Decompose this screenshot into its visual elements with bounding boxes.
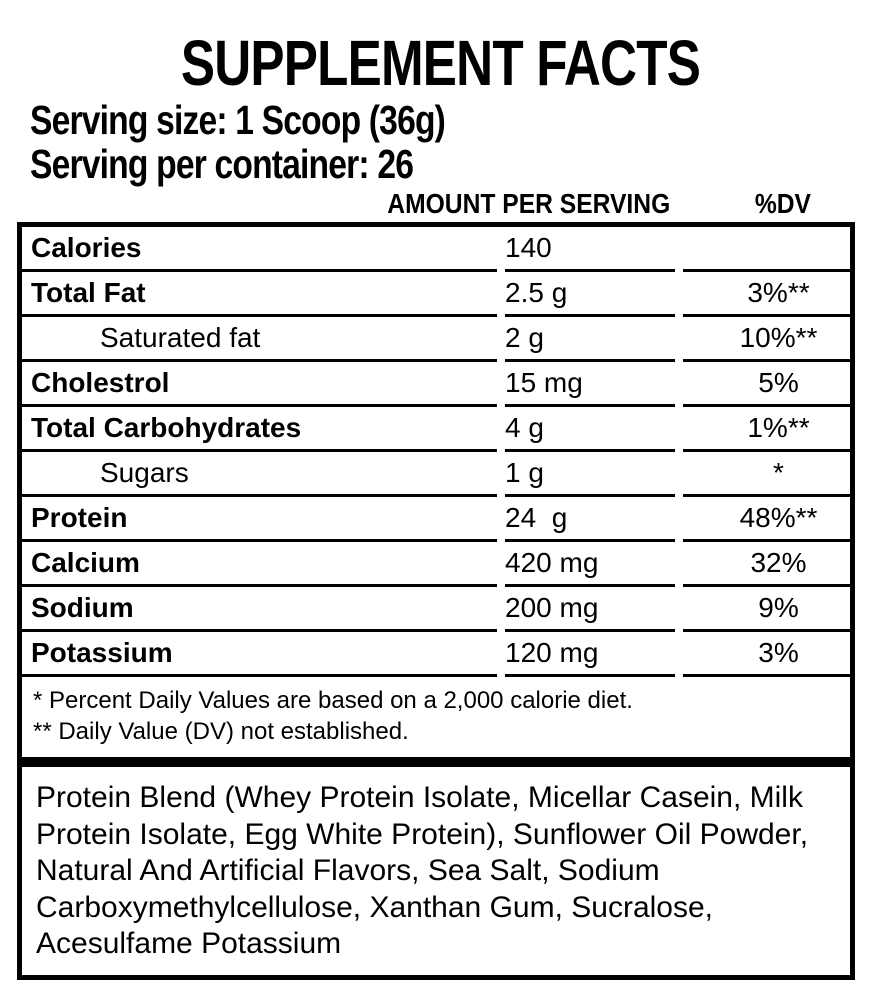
- amount-cell: 420 mg: [505, 542, 675, 587]
- nutrient-row: Potassium 120 mg 3%: [22, 632, 850, 677]
- nutrient-row: Total Carbohydrates 4 g 1%**: [22, 407, 850, 452]
- nutrient-name-cell: Sugars: [22, 452, 497, 497]
- nutrient-row: Calories 140: [22, 227, 850, 272]
- nutrition-facts-panel: Calories 140 Total Fat 2.5 g 3%** Satura…: [17, 222, 855, 762]
- servings-per-container-line: Serving per container: 26: [30, 142, 497, 186]
- dv-cell: 3%**: [683, 272, 850, 317]
- nutrient-name-cell: Protein: [22, 497, 497, 542]
- serving-size-text: Serving size: 1 Scoop (36g): [30, 97, 446, 143]
- dv-cell: 3%: [683, 632, 850, 677]
- dv-cell: 48%**: [683, 497, 850, 542]
- nutrient-row: Cholestrol 15 mg 5%: [22, 362, 850, 407]
- amount-cell: 24 g: [505, 497, 675, 542]
- amount-cell: 200 mg: [505, 587, 675, 632]
- dv-cell: 5%: [683, 362, 850, 407]
- nutrient-row: Protein 24 g 48%**: [22, 497, 850, 542]
- footnote-double-asterisk: ** Daily Value (DV) not established.: [33, 718, 409, 745]
- page-title: SUPPLEMENT FACTS: [180, 27, 700, 99]
- nutrient-name-cell: Total Fat: [22, 272, 497, 317]
- dv-cell: [683, 227, 850, 272]
- nutrient-row: Total Fat 2.5 g 3%**: [22, 272, 850, 317]
- nutrient-name-cell: Calcium: [22, 542, 497, 587]
- dv-cell: 9%: [683, 587, 850, 632]
- dv-cell: *: [683, 452, 850, 497]
- nutrient-row: Sugars 1 g *: [22, 452, 850, 497]
- amount-cell: 15 mg: [505, 362, 675, 407]
- footnote-asterisk: * Percent Daily Values are based on a 2,…: [33, 687, 633, 714]
- nutrient-name-cell: Sodium: [22, 587, 497, 632]
- amount-cell: 2 g: [505, 317, 675, 362]
- dv-cell: 32%: [683, 542, 850, 587]
- amount-per-serving-header-text: AMOUNT PER SERVING: [387, 188, 671, 219]
- dv-cell: 1%**: [683, 407, 850, 452]
- nutrient-row: Calcium 420 mg 32%: [22, 542, 850, 587]
- nutrient-rows: Calories 140 Total Fat 2.5 g 3%** Satura…: [22, 227, 850, 677]
- servings-per-container-text: Serving per container: 26: [30, 141, 414, 187]
- amount-cell: 140: [505, 227, 675, 272]
- dv-header-text: %DV: [754, 188, 812, 219]
- amount-cell: 1 g: [505, 452, 675, 497]
- serving-size-line: Serving size: 1 Scoop (36g): [30, 98, 536, 142]
- amount-per-serving-header: AMOUNT PER SERVING: [368, 188, 671, 219]
- nutrient-row: Saturated fat 2 g 10%**: [22, 317, 850, 362]
- title-band: SUPPLEMENT FACTS: [0, 30, 880, 96]
- footnotes: * Percent Daily Values are based on a 2,…: [22, 677, 850, 747]
- ingredients-panel: Protein Blend (Whey Protein Isolate, Mic…: [17, 762, 855, 980]
- nutrient-name-cell: Potassium: [22, 632, 497, 677]
- amount-cell: 2.5 g: [505, 272, 675, 317]
- nutrient-name-cell: Total Carbohydrates: [22, 407, 497, 452]
- ingredients-text: Protein Blend (Whey Protein Isolate, Mic…: [36, 781, 809, 960]
- dv-header: %DV: [713, 189, 853, 219]
- nutrient-name-cell: Saturated fat: [22, 317, 497, 362]
- nutrient-row: Sodium 200 mg 9%: [22, 587, 850, 632]
- nutrient-name-cell: Cholestrol: [22, 362, 497, 407]
- amount-cell: 4 g: [505, 407, 675, 452]
- nutrient-name-cell: Calories: [22, 227, 497, 272]
- dv-cell: 10%**: [683, 317, 850, 362]
- amount-cell: 120 mg: [505, 632, 675, 677]
